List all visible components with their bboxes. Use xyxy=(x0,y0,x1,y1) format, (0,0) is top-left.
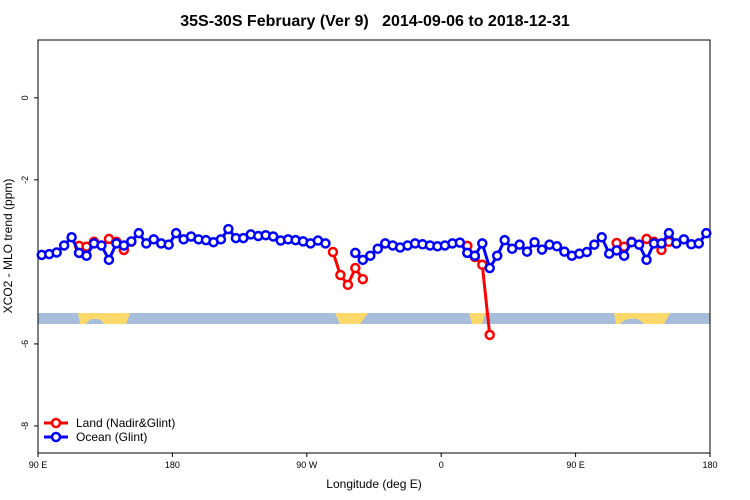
x-tick-label: 90 E xyxy=(566,460,585,470)
data-point xyxy=(357,254,369,266)
y-tick-label: -6 xyxy=(20,340,30,348)
legend-marker xyxy=(50,417,62,429)
y-tick-label: 0 xyxy=(20,95,30,100)
y-tick-label: -2 xyxy=(20,176,30,184)
land-ocean-strip xyxy=(38,313,710,324)
data-point xyxy=(372,243,383,255)
data-point xyxy=(215,234,227,245)
data-point xyxy=(365,250,376,261)
data-point xyxy=(342,279,354,291)
data-point xyxy=(618,250,630,261)
data-point xyxy=(170,227,182,239)
x-tick-label: 90 E xyxy=(29,460,48,470)
land-patch xyxy=(469,313,485,324)
legend-label: Land (Nadir&Glint) xyxy=(76,416,175,430)
data-point xyxy=(469,250,481,261)
data-point xyxy=(484,262,495,274)
data-point xyxy=(126,236,137,247)
data-point xyxy=(133,227,145,239)
data-point xyxy=(678,234,690,245)
data-point xyxy=(633,239,645,250)
legend: Land (Nadir&Glint)Ocean (Glint) xyxy=(44,416,175,444)
data-point xyxy=(521,246,533,257)
data-point xyxy=(58,240,70,251)
data-point xyxy=(529,236,540,248)
data-point xyxy=(559,246,570,257)
ocean-band xyxy=(38,313,710,324)
data-point xyxy=(506,243,518,255)
data-point xyxy=(141,238,152,249)
land-patch xyxy=(614,313,670,324)
land-patch xyxy=(78,313,130,324)
y-axis-label: XCO2 - MLO trend (ppm) xyxy=(1,179,15,314)
land-patch xyxy=(335,313,368,324)
data-point xyxy=(350,262,361,274)
data-point xyxy=(551,241,563,252)
data-point xyxy=(148,234,159,245)
data-point xyxy=(103,254,115,266)
x-axis-label: Longitude (deg E) xyxy=(326,477,421,491)
data-point xyxy=(454,237,466,248)
data-point xyxy=(536,244,548,255)
data-point xyxy=(693,238,705,249)
data-point xyxy=(320,238,331,249)
data-point xyxy=(51,247,62,258)
data-point xyxy=(514,239,525,250)
data-point xyxy=(81,250,92,261)
data-point xyxy=(701,227,712,239)
data-point xyxy=(118,240,130,251)
x-tick-label: 180 xyxy=(702,460,717,470)
data-point xyxy=(671,238,682,249)
data-point xyxy=(267,231,279,242)
data-point xyxy=(484,329,495,341)
data-point xyxy=(335,269,346,281)
data-point xyxy=(596,232,607,243)
x-tick-label: 90 W xyxy=(296,460,318,470)
data-point xyxy=(357,273,369,285)
data-point xyxy=(223,223,234,235)
data-point xyxy=(491,250,503,261)
data-point xyxy=(589,239,600,250)
data-point xyxy=(477,238,488,249)
data-point xyxy=(611,245,622,256)
x-tick-label: 0 xyxy=(439,460,444,470)
chart-title: 35S-30S February (Ver 9) 2014-09-06 to 2… xyxy=(180,13,570,30)
data-point xyxy=(656,238,667,249)
data-point xyxy=(163,239,174,250)
data-point xyxy=(499,234,510,246)
data-point xyxy=(327,246,339,258)
y-tick-label: -8 xyxy=(20,422,30,430)
data-point xyxy=(66,232,77,243)
x-tick-label: 180 xyxy=(165,460,180,470)
data-point xyxy=(581,246,593,258)
data-point xyxy=(96,240,107,251)
legend-marker xyxy=(50,431,62,443)
data-point xyxy=(350,247,361,259)
legend-label: Ocean (Glint) xyxy=(76,430,147,444)
data-point xyxy=(641,254,652,266)
plot-frame xyxy=(37,39,711,454)
data-point xyxy=(663,227,675,239)
